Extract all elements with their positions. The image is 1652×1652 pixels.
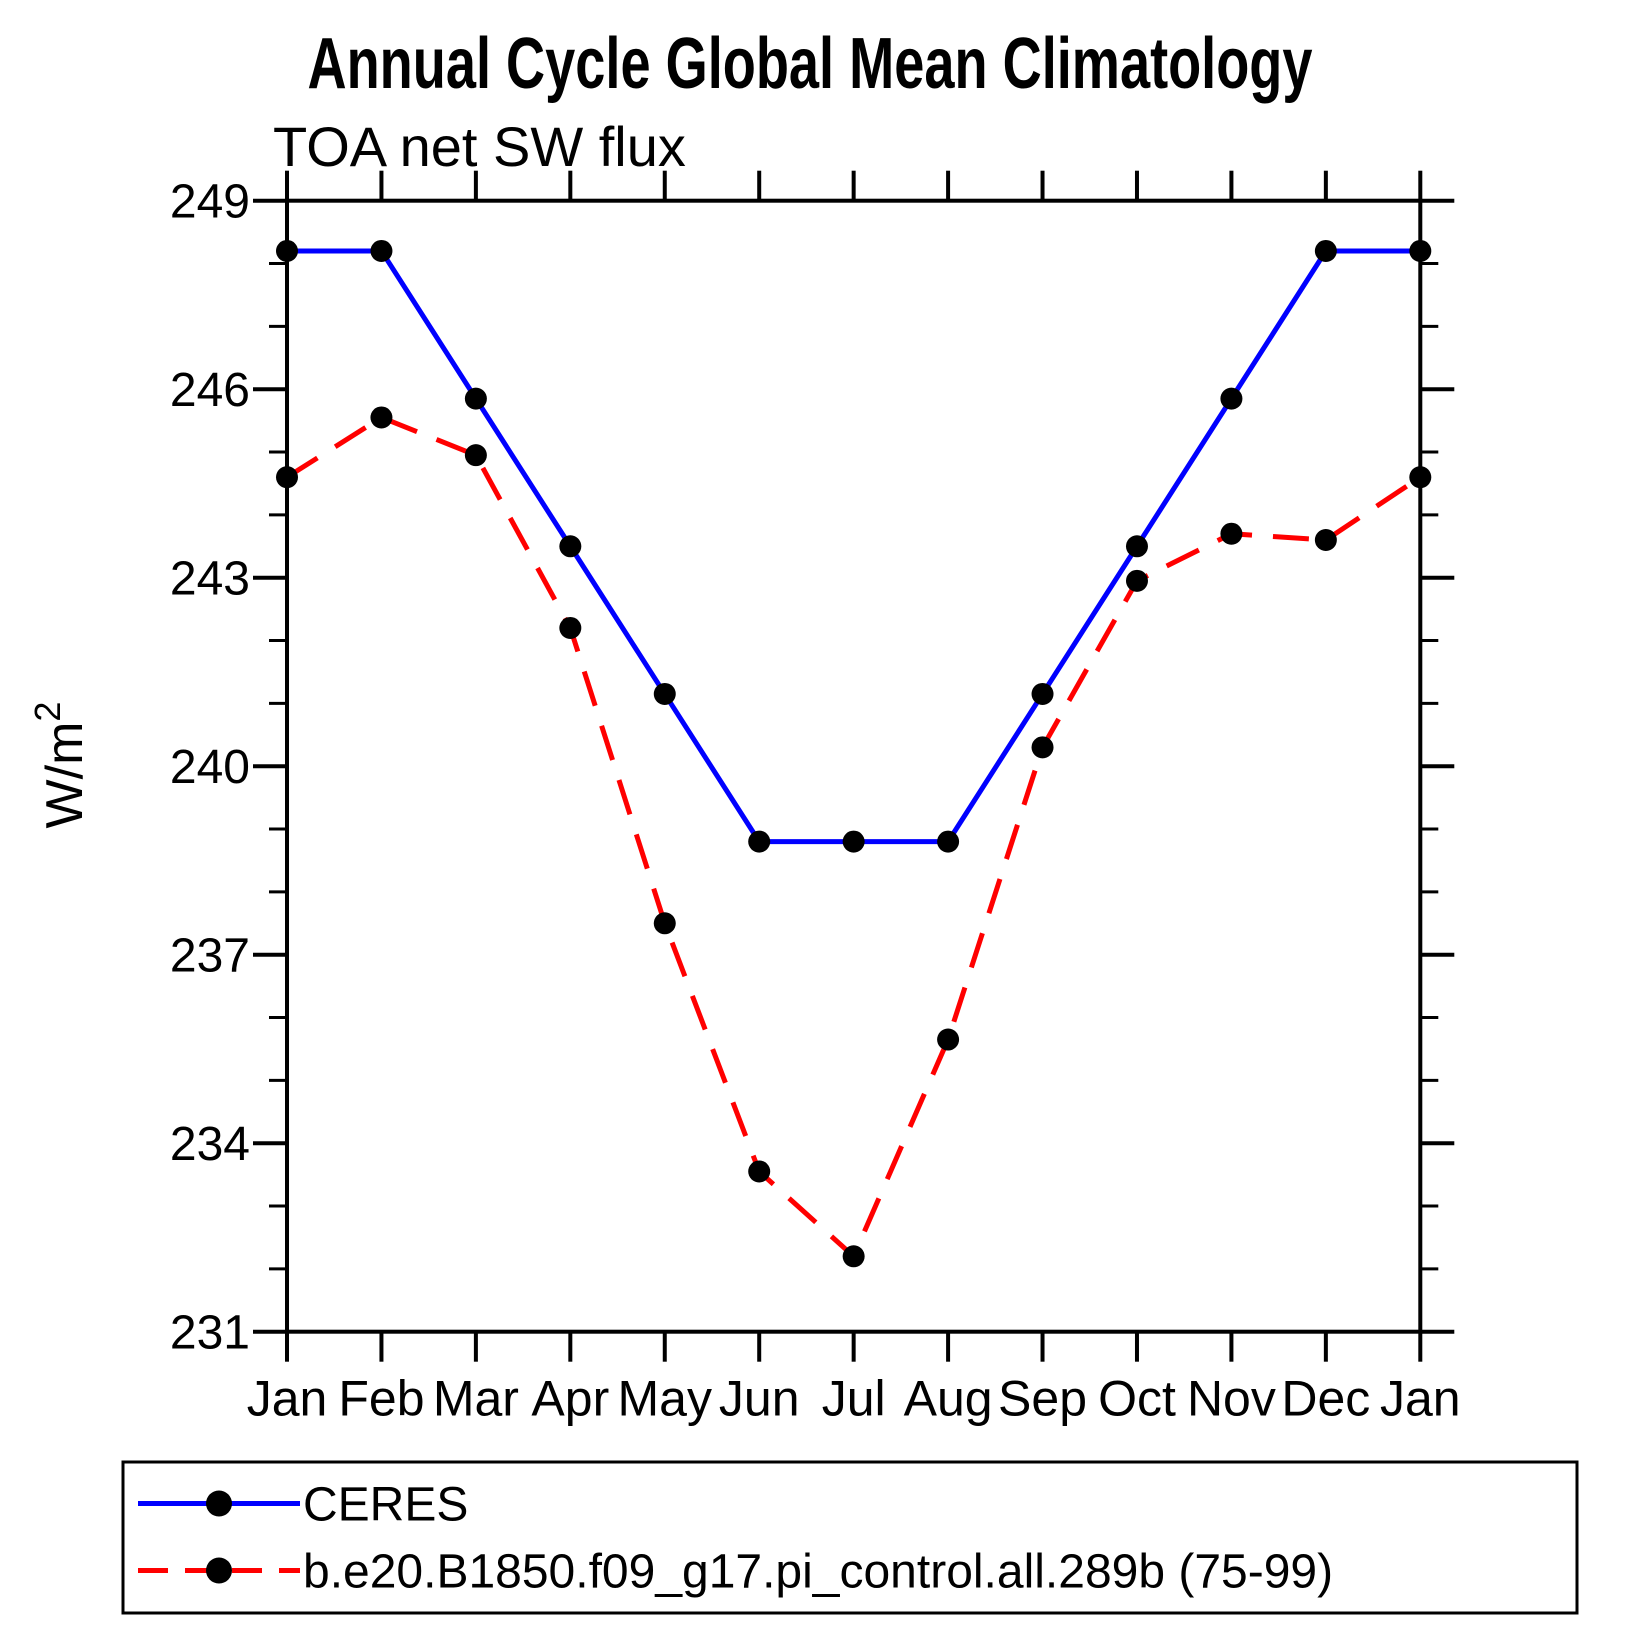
legend: CERES b.e20.B1850.f09_g17.pi_control.all.… bbox=[121, 1460, 1579, 1615]
data-point-marker bbox=[1409, 466, 1432, 489]
x-tick-label: Sep bbox=[998, 1371, 1087, 1427]
data-point-marker bbox=[1314, 239, 1337, 262]
data-point-marker bbox=[559, 616, 582, 639]
series-line-ceres bbox=[287, 248, 1421, 845]
x-tick-label: Jul bbox=[822, 1371, 886, 1427]
y-tick-label: 231 bbox=[170, 1307, 250, 1360]
data-point-marker bbox=[276, 239, 298, 262]
data-point-marker bbox=[276, 466, 298, 489]
y-tick-label: 246 bbox=[170, 364, 250, 417]
y-tick-label: 243 bbox=[170, 553, 250, 606]
x-tick-label: Mar bbox=[433, 1371, 519, 1427]
x-tick-label: Aug bbox=[904, 1371, 993, 1427]
data-point-marker bbox=[842, 830, 865, 853]
data-point-marker bbox=[464, 387, 487, 410]
data-point-marker bbox=[748, 1160, 771, 1183]
data-point-marker bbox=[370, 239, 393, 262]
data-point-marker bbox=[937, 830, 960, 853]
y-axis-label: W/m2 bbox=[27, 702, 94, 829]
y-tick-label: 240 bbox=[170, 741, 250, 794]
data-point-marker bbox=[1031, 682, 1054, 705]
y-tick-label: 249 bbox=[170, 176, 250, 229]
legend-box bbox=[121, 1460, 1579, 1615]
page-title: Annual Cycle Global Mean Climatology bbox=[308, 24, 1313, 104]
data-point-marker bbox=[937, 1028, 960, 1051]
data-point-marker bbox=[1409, 239, 1432, 262]
data-point-marker bbox=[1220, 522, 1243, 545]
x-tick-label: May bbox=[618, 1371, 712, 1427]
x-tick-label: Jun bbox=[719, 1371, 800, 1427]
x-tick-label: Jan bbox=[1380, 1371, 1461, 1427]
data-point-marker bbox=[1125, 535, 1148, 558]
legend-label: CERES bbox=[303, 1479, 468, 1532]
x-tick-label: Apr bbox=[531, 1371, 609, 1427]
x-tick-label: Nov bbox=[1187, 1371, 1276, 1427]
data-point-marker bbox=[559, 535, 582, 558]
legend-label: b.e20.B1850.f09_g17.pi_control.all.289b … bbox=[303, 1546, 1333, 1599]
data-point-marker bbox=[748, 830, 771, 853]
data-point-marker bbox=[1220, 387, 1243, 410]
data-point-marker bbox=[370, 406, 393, 429]
data-point-marker bbox=[653, 682, 676, 705]
legend-sample-marker bbox=[206, 1490, 232, 1517]
y-tick-label: 237 bbox=[170, 930, 250, 983]
data-point-marker bbox=[464, 444, 487, 467]
x-tick-label: Jan bbox=[247, 1371, 328, 1427]
x-tick-label: Oct bbox=[1098, 1371, 1176, 1427]
data-point-marker bbox=[1314, 529, 1337, 551]
data-point-marker bbox=[1031, 736, 1054, 759]
data-point-marker bbox=[1125, 569, 1148, 592]
data-point-marker bbox=[653, 912, 676, 935]
x-tick-label: Dec bbox=[1281, 1371, 1370, 1427]
y-tick-label: 234 bbox=[170, 1118, 250, 1171]
x-tick-label: Feb bbox=[338, 1371, 424, 1427]
legend-sample-marker bbox=[206, 1557, 232, 1584]
chart-subtitle: TOA net SW flux bbox=[273, 115, 686, 178]
data-point-marker bbox=[842, 1245, 865, 1268]
